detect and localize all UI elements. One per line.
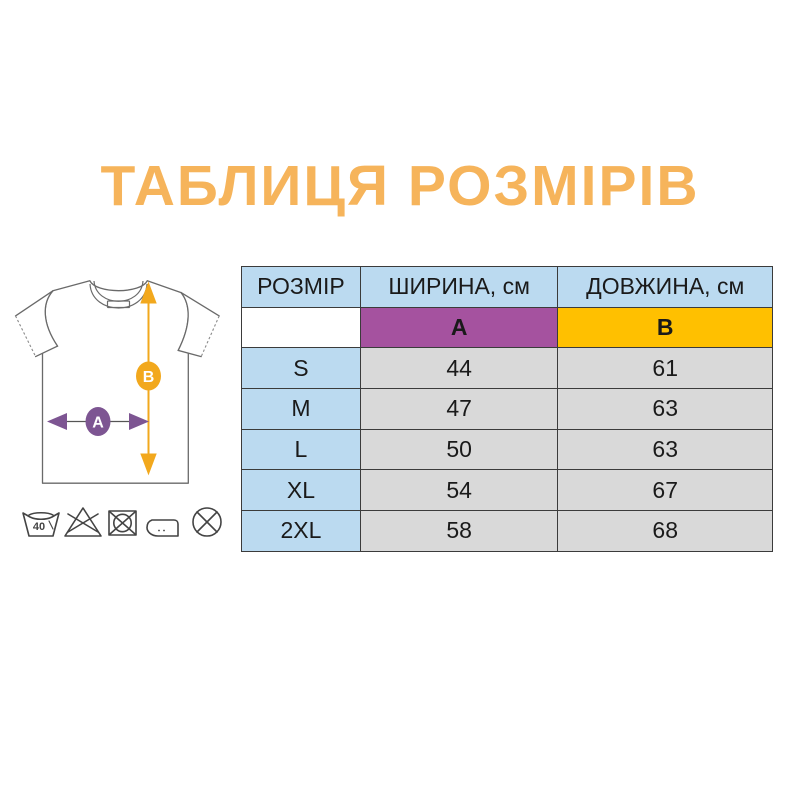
svg-text:A: A: [92, 415, 104, 432]
svg-text:40: 40: [33, 521, 45, 533]
svg-text:B: B: [143, 369, 155, 386]
